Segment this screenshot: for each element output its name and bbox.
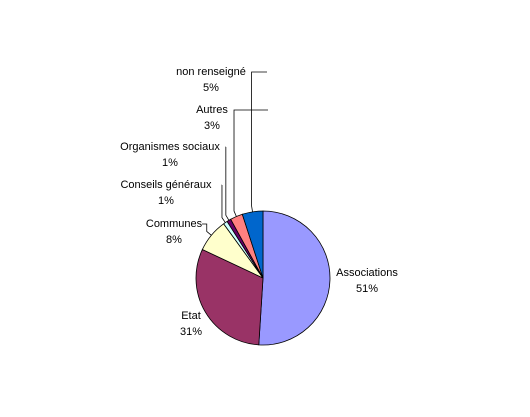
slice-value-label: 51% [356,283,378,295]
slice-label: Conseils généraux [120,179,212,191]
slice-label: non renseigné [176,66,246,78]
slice-value-label: 8% [166,234,182,246]
slice-value-label: 1% [158,195,174,207]
leader-line [221,184,226,223]
pie-slice [195,248,264,346]
pie-slice [258,210,331,346]
slice-label: Communes [146,218,203,230]
slice-value-label: 1% [162,157,178,169]
slice-label: Etat [181,310,201,322]
slice-value-label: 3% [204,120,220,132]
slice-label: Autres [196,104,228,116]
slice-value-label: 31% [180,326,202,338]
slice-label: Associations [336,267,398,279]
slice-value-label: 5% [203,82,219,94]
slice-label: Organismes sociaux [120,141,220,153]
leader-line [202,223,212,236]
leader-line [225,146,230,221]
leader-line [251,71,267,212]
leader-line [233,109,268,217]
